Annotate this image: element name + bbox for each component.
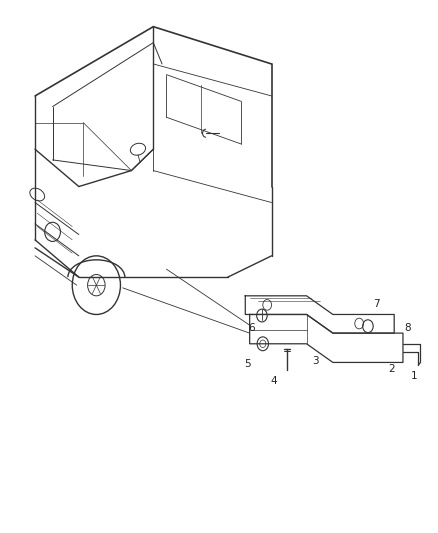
Text: 8: 8: [404, 323, 411, 333]
Text: 4: 4: [270, 376, 277, 386]
Text: 2: 2: [389, 364, 396, 374]
Text: 1: 1: [410, 371, 417, 381]
Text: 6: 6: [248, 323, 255, 333]
Text: 3: 3: [312, 357, 319, 366]
Text: 5: 5: [244, 359, 251, 368]
Text: 7: 7: [373, 299, 380, 309]
